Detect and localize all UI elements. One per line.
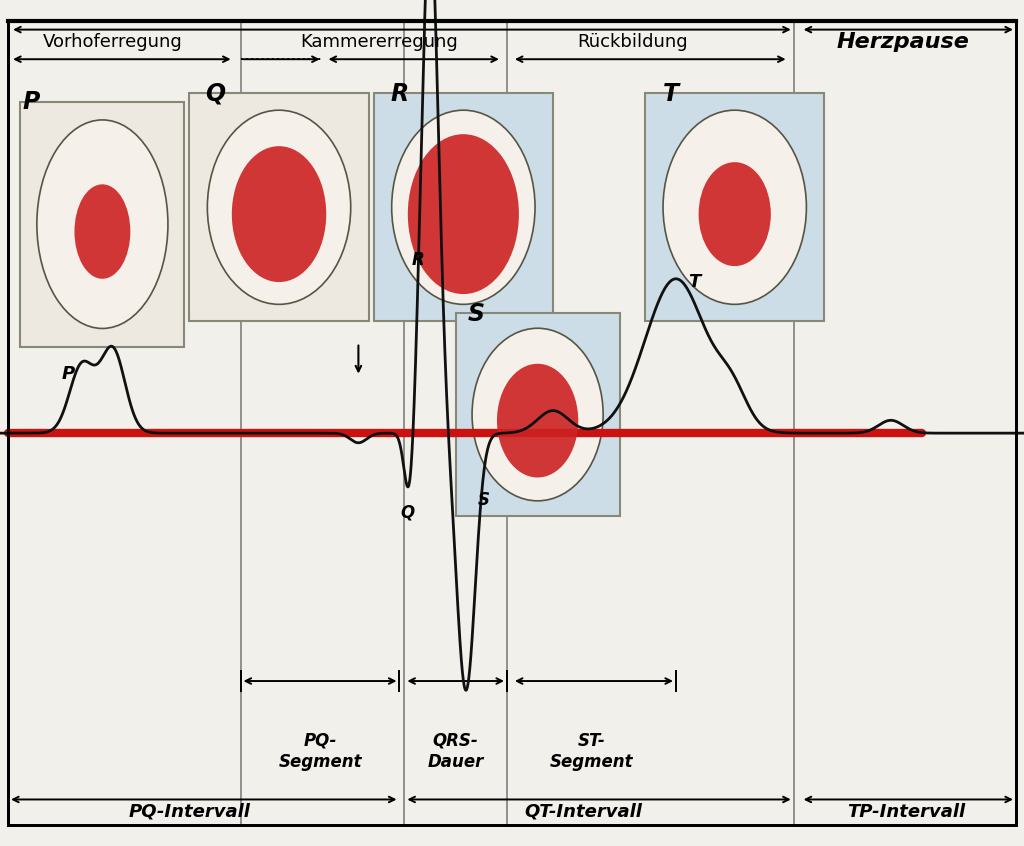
FancyBboxPatch shape xyxy=(189,93,369,321)
Text: S: S xyxy=(477,492,489,509)
Ellipse shape xyxy=(37,120,168,328)
Text: T: T xyxy=(663,82,679,106)
Text: QT-Intervall: QT-Intervall xyxy=(524,803,643,821)
Text: Vorhoferregung: Vorhoferregung xyxy=(43,33,182,52)
Ellipse shape xyxy=(231,146,327,282)
Text: Herzpause: Herzpause xyxy=(837,32,970,52)
Text: Q: Q xyxy=(400,503,415,521)
Text: TP-Intervall: TP-Intervall xyxy=(847,803,966,821)
FancyBboxPatch shape xyxy=(456,313,620,516)
Ellipse shape xyxy=(698,162,771,266)
Ellipse shape xyxy=(75,184,130,279)
Text: P: P xyxy=(23,91,39,114)
Text: R: R xyxy=(412,250,424,268)
Ellipse shape xyxy=(472,328,603,501)
Text: Q: Q xyxy=(205,82,225,106)
FancyBboxPatch shape xyxy=(374,93,553,321)
Text: PQ-Intervall: PQ-Intervall xyxy=(128,803,251,821)
Text: QRS-
Dauer: QRS- Dauer xyxy=(427,732,484,771)
Text: Kammererregung: Kammererregung xyxy=(300,33,458,52)
Text: T: T xyxy=(688,273,700,291)
FancyBboxPatch shape xyxy=(645,93,824,321)
Ellipse shape xyxy=(408,135,519,294)
Ellipse shape xyxy=(391,110,535,305)
Ellipse shape xyxy=(497,364,579,477)
Text: P: P xyxy=(62,365,75,383)
Text: S: S xyxy=(468,302,484,326)
Text: PQ-
Segment: PQ- Segment xyxy=(279,732,362,771)
Text: ST-
Segment: ST- Segment xyxy=(550,732,634,771)
Text: Rückbildung: Rückbildung xyxy=(578,33,688,52)
Ellipse shape xyxy=(664,110,807,305)
Ellipse shape xyxy=(207,110,350,305)
FancyBboxPatch shape xyxy=(20,102,184,347)
Text: R: R xyxy=(390,82,409,106)
